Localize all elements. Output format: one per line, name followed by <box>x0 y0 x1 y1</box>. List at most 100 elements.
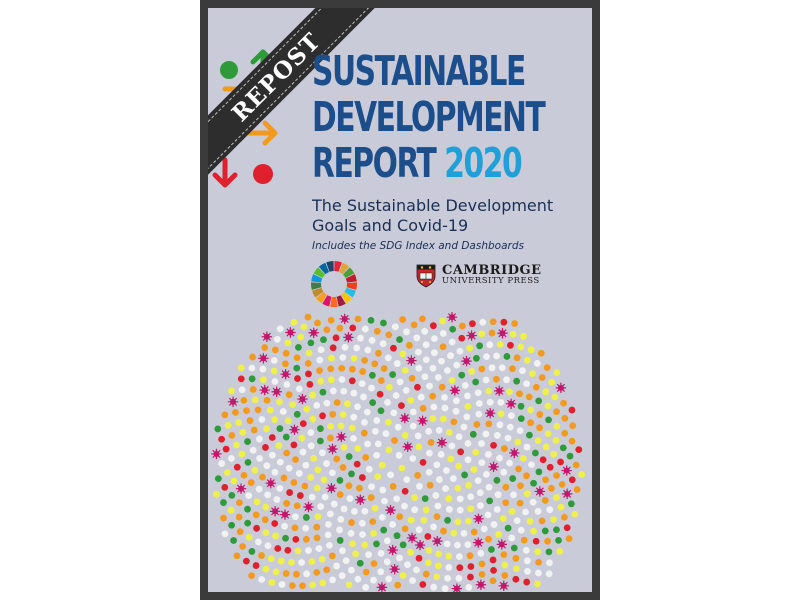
pattern-dot <box>478 440 485 447</box>
virus-icon <box>466 330 477 341</box>
pattern-dot <box>484 451 492 458</box>
pattern-dot <box>523 380 530 388</box>
pattern-dot <box>377 407 385 415</box>
pattern-dot <box>415 526 423 534</box>
pattern-dot <box>546 506 554 514</box>
pattern-dot <box>290 479 298 486</box>
pattern-dot <box>302 514 310 521</box>
pattern-dot <box>285 391 293 399</box>
pattern-dot <box>478 570 486 578</box>
pattern-dot <box>557 503 565 511</box>
pattern-dot <box>484 511 492 519</box>
pattern-dot <box>345 453 353 460</box>
pattern-dot <box>396 378 404 386</box>
pattern-dot <box>349 365 356 373</box>
sdg-wheel-segment <box>336 295 346 307</box>
pattern-dot <box>309 415 317 423</box>
pattern-dot <box>304 313 312 321</box>
virus-icon <box>265 477 276 489</box>
pattern-dot <box>563 524 571 532</box>
pattern-dot <box>369 371 376 379</box>
pattern-dot <box>374 440 382 448</box>
pattern-dot <box>517 343 525 351</box>
pattern-dot <box>516 427 524 434</box>
pattern-dot <box>548 484 555 492</box>
pattern-dot <box>327 376 335 384</box>
pattern-dot <box>327 354 335 362</box>
sdg-wheel-segment <box>313 267 326 278</box>
pattern-dot <box>383 558 391 566</box>
pattern-dot <box>424 533 432 540</box>
pattern-dot <box>336 477 344 484</box>
pattern-dot <box>415 443 423 451</box>
pattern-dot <box>336 324 344 332</box>
pattern-dot <box>337 516 345 523</box>
pattern-dot <box>350 413 358 421</box>
pattern-dot <box>396 513 404 520</box>
pattern-dot <box>441 585 449 592</box>
pattern-dot <box>497 410 505 418</box>
pattern-dot <box>323 399 331 407</box>
pattern-dot <box>483 353 490 361</box>
pattern-dot <box>529 370 536 378</box>
pattern-dot <box>477 549 485 557</box>
virus-icon <box>269 506 281 517</box>
pattern-dot <box>342 557 350 565</box>
virus-icon <box>285 327 296 338</box>
virus-icon <box>327 443 338 455</box>
virus-icon <box>389 563 400 575</box>
pattern-dot <box>401 525 409 533</box>
pattern-dot <box>450 418 458 426</box>
pattern-dot <box>507 341 514 349</box>
pattern-dot <box>282 570 290 577</box>
pattern-dot <box>313 534 321 542</box>
pattern-dot <box>293 502 301 510</box>
pattern-dot <box>523 557 531 565</box>
virus-icon <box>436 437 448 448</box>
virus-icon <box>387 544 398 556</box>
pattern-dot <box>270 367 278 375</box>
pattern-dot <box>458 371 466 379</box>
pattern-dot <box>523 443 531 451</box>
pattern-dot <box>319 388 327 396</box>
pattern-dot <box>534 437 542 444</box>
pattern-dot <box>371 504 379 512</box>
pattern-dot <box>362 454 370 461</box>
pattern-dot <box>492 375 500 383</box>
pattern-dot <box>348 424 356 432</box>
pattern-dot <box>517 482 524 490</box>
pattern-dot <box>276 398 283 406</box>
report-title: SUSTAINABLE DEVELOPMENT REPORT 2020 <box>312 48 546 186</box>
pattern-dot <box>374 473 382 480</box>
pattern-dot <box>350 435 357 442</box>
pattern-dot <box>321 493 329 501</box>
virus-icon <box>461 355 472 367</box>
pattern-dot <box>472 448 480 456</box>
pattern-dot <box>228 491 236 499</box>
pattern-dot <box>317 503 325 510</box>
pattern-dot <box>369 518 377 526</box>
pattern-dot <box>542 443 550 451</box>
pattern-dot <box>259 365 267 373</box>
pattern-dot <box>273 335 281 343</box>
pattern-dot <box>305 349 313 357</box>
pattern-dot <box>506 459 513 467</box>
pattern-dot <box>323 326 331 334</box>
pattern-dot <box>385 383 393 391</box>
pattern-dot <box>537 349 545 357</box>
pattern-dot <box>309 581 317 589</box>
pattern-dot <box>490 566 497 574</box>
pattern-dot <box>385 446 393 454</box>
pattern-dot <box>354 315 362 323</box>
pattern-dot <box>415 364 423 372</box>
virus-icon <box>211 448 222 460</box>
pattern-dot <box>385 575 393 583</box>
pattern-dot <box>445 552 453 560</box>
pattern-dot <box>393 532 401 540</box>
pattern-dot <box>279 408 287 415</box>
pattern-dot <box>445 495 453 503</box>
pattern-dot <box>478 560 486 568</box>
pattern-dot <box>302 535 310 543</box>
pattern-dot <box>368 483 376 491</box>
pattern-dot <box>527 419 535 427</box>
